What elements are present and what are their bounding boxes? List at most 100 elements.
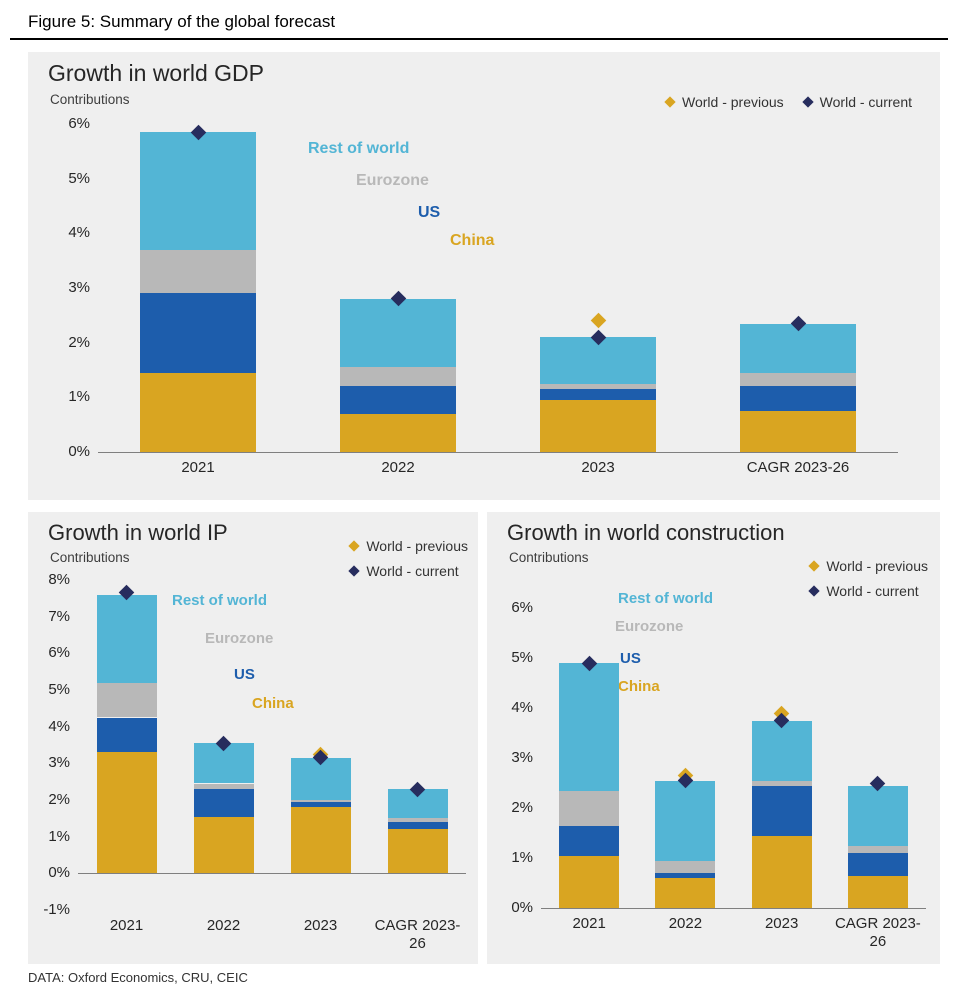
y-axis-tick-label: 2%	[511, 799, 533, 816]
y-axis-tick-label: 6%	[48, 644, 70, 662]
legend-gdp: World - previous World - current	[664, 94, 912, 110]
x-axis-category-label: CAGR 2023-26	[746, 459, 850, 476]
chart-panel-gdp: Growth in world GDP Contributions World …	[28, 52, 940, 500]
bar-segment-eurozone-2022	[340, 367, 456, 387]
bar-segment-china-CAGR-2023-26	[740, 411, 856, 452]
bar-segment-china-CAGR-2023-26	[847, 875, 908, 908]
x-axis-line	[541, 908, 926, 909]
bar-segment-us-2021	[559, 825, 620, 856]
plot-area-ip: Rest of world Eurozone US China -1% 0% 1% 2…	[43, 572, 466, 952]
bar-segment-china-2023	[751, 835, 812, 908]
bar-segment-us-2022	[340, 386, 456, 414]
bar-segment-rest_of_world-CAGR-2023-26	[740, 323, 856, 373]
legend-item-world-current: World - current	[348, 563, 468, 579]
bar-segment-eurozone-2021	[559, 790, 620, 826]
series-label-china: China	[618, 678, 660, 695]
x-axis-line	[98, 452, 898, 453]
legend-item-world-current: World - current	[802, 94, 912, 110]
chart-subtitle-ip: Contributions	[50, 550, 130, 565]
bar-segment-us-2022	[655, 873, 716, 878]
bar-segment-eurozone-CAGR-2023-26	[740, 372, 856, 387]
world-previous-diamond-icon	[808, 560, 820, 572]
series-label-eurozone: Eurozone	[615, 618, 684, 635]
legend-label-world-previous: World - previous	[366, 538, 468, 554]
x-axis-category-label: 2022	[206, 917, 241, 934]
chart-panel-construction: Growth in world construction Contributio…	[487, 512, 940, 964]
legend-item-world-current: World - current	[808, 583, 928, 599]
y-axis-tick-label: 3%	[511, 749, 533, 766]
legend-construction: World - previous World - current	[808, 558, 928, 599]
x-axis-category-label: 2023	[581, 459, 615, 476]
series-label-eurozone: Eurozone	[356, 172, 429, 189]
world-current-diamond-icon	[808, 585, 820, 597]
chart-title-construction: Growth in world construction	[507, 520, 785, 545]
y-axis-tick-label: 2%	[48, 791, 70, 808]
world-current-diamond-icon	[348, 565, 360, 577]
chart-title-gdp: Growth in world GDP	[48, 60, 265, 86]
y-axis-tick-label: 0%	[511, 899, 533, 916]
series-label-us: US	[418, 204, 441, 221]
bar-segment-rest_of_world-2021	[140, 132, 256, 250]
bar-segment-eurozone-2023	[290, 800, 351, 802]
y-axis-tick-label: 5%	[68, 169, 90, 187]
plot-area-construction: Rest of world Eurozone US China 0% 1% 2% 3%…	[511, 590, 926, 950]
marker-world_previous-2023	[590, 313, 606, 329]
legend-item-world-previous: World - previous	[348, 538, 468, 554]
series-label-china: China	[252, 695, 294, 712]
bar-segment-eurozone-2023	[540, 383, 656, 390]
y-axis-tick-label: 8%	[48, 571, 70, 588]
bar-segment-china-2021	[140, 372, 256, 452]
bar-segment-eurozone-CAGR-2023-26	[387, 818, 448, 822]
bar-segment-us-2021	[96, 717, 157, 753]
series-label-rest-of-world: Rest of world	[308, 140, 410, 157]
bar-segment-eurozone-2022	[655, 860, 716, 873]
figure-title: Figure 5: Summary of the global forecast	[28, 12, 336, 31]
series-label-rest-of-world: Rest of world	[618, 590, 714, 607]
bar-segment-rest_of_world-2021	[96, 594, 157, 683]
y-axis-tick-label: 6%	[68, 115, 90, 132]
series-label-us: US	[620, 650, 641, 667]
bar-segment-eurozone-CAGR-2023-26	[847, 845, 908, 853]
data-source-note: DATA: Oxford Economics, CRU, CEIC	[28, 970, 248, 985]
y-axis-tick-label: 6%	[511, 599, 533, 616]
world-previous-diamond-icon	[348, 540, 360, 552]
y-axis-tick-label: 5%	[48, 681, 70, 698]
bar-segment-china-2021	[96, 752, 157, 874]
title-divider	[10, 38, 948, 40]
y-axis-tick-label: 3%	[68, 279, 90, 296]
legend-label-world-current: World - current	[366, 563, 459, 579]
y-axis-tick-label: 2%	[68, 333, 90, 351]
bar-segment-us-CAGR-2023-26	[387, 822, 448, 830]
legend-label-world-current: World - current	[826, 583, 919, 599]
bar-segment-us-2023	[290, 801, 351, 808]
series-label-us: US	[234, 666, 255, 683]
bar-segment-eurozone-2022	[193, 783, 254, 789]
y-axis-tick-label: -1%	[43, 901, 70, 918]
bar-segment-china-2022	[655, 878, 716, 908]
bar-segment-rest_of_world-2021	[559, 663, 620, 791]
bar-segment-eurozone-2021	[140, 249, 256, 294]
x-axis-category-label: CAGR 2023-26	[374, 917, 461, 952]
x-axis-line	[78, 873, 466, 875]
plot-area-gdp: Rest of world Eurozone US China 0% 1% 2% 3%…	[68, 116, 898, 476]
x-axis-category-label: 2022	[668, 915, 703, 932]
bar-segment-china-2023	[290, 807, 351, 874]
x-axis-category-label: 2023	[303, 917, 338, 934]
bar-segment-eurozone-2023	[751, 780, 812, 786]
bar-segment-us-2023	[751, 785, 812, 836]
bar-segment-rest_of_world-2022	[340, 298, 456, 368]
legend-label-world-previous: World - previous	[682, 94, 784, 110]
bar-segment-china-2023	[540, 400, 656, 452]
legend-label-world-previous: World - previous	[826, 558, 928, 574]
x-axis-category-label: CAGR 2023-26	[834, 915, 921, 950]
y-axis-tick-label: 0%	[68, 443, 90, 460]
world-current-diamond-icon	[802, 96, 814, 108]
y-axis-tick-label: 7%	[48, 607, 70, 625]
x-axis-category-label: 2021	[109, 917, 144, 934]
legend-ip: World - previous World - current	[348, 538, 468, 579]
bar-segment-china-2022	[340, 413, 456, 452]
y-axis-tick-label: 1%	[511, 849, 533, 866]
x-axis-category-label: 2023	[764, 915, 799, 932]
y-axis-tick-label: 4%	[68, 224, 90, 242]
legend-item-world-previous: World - previous	[664, 94, 784, 110]
